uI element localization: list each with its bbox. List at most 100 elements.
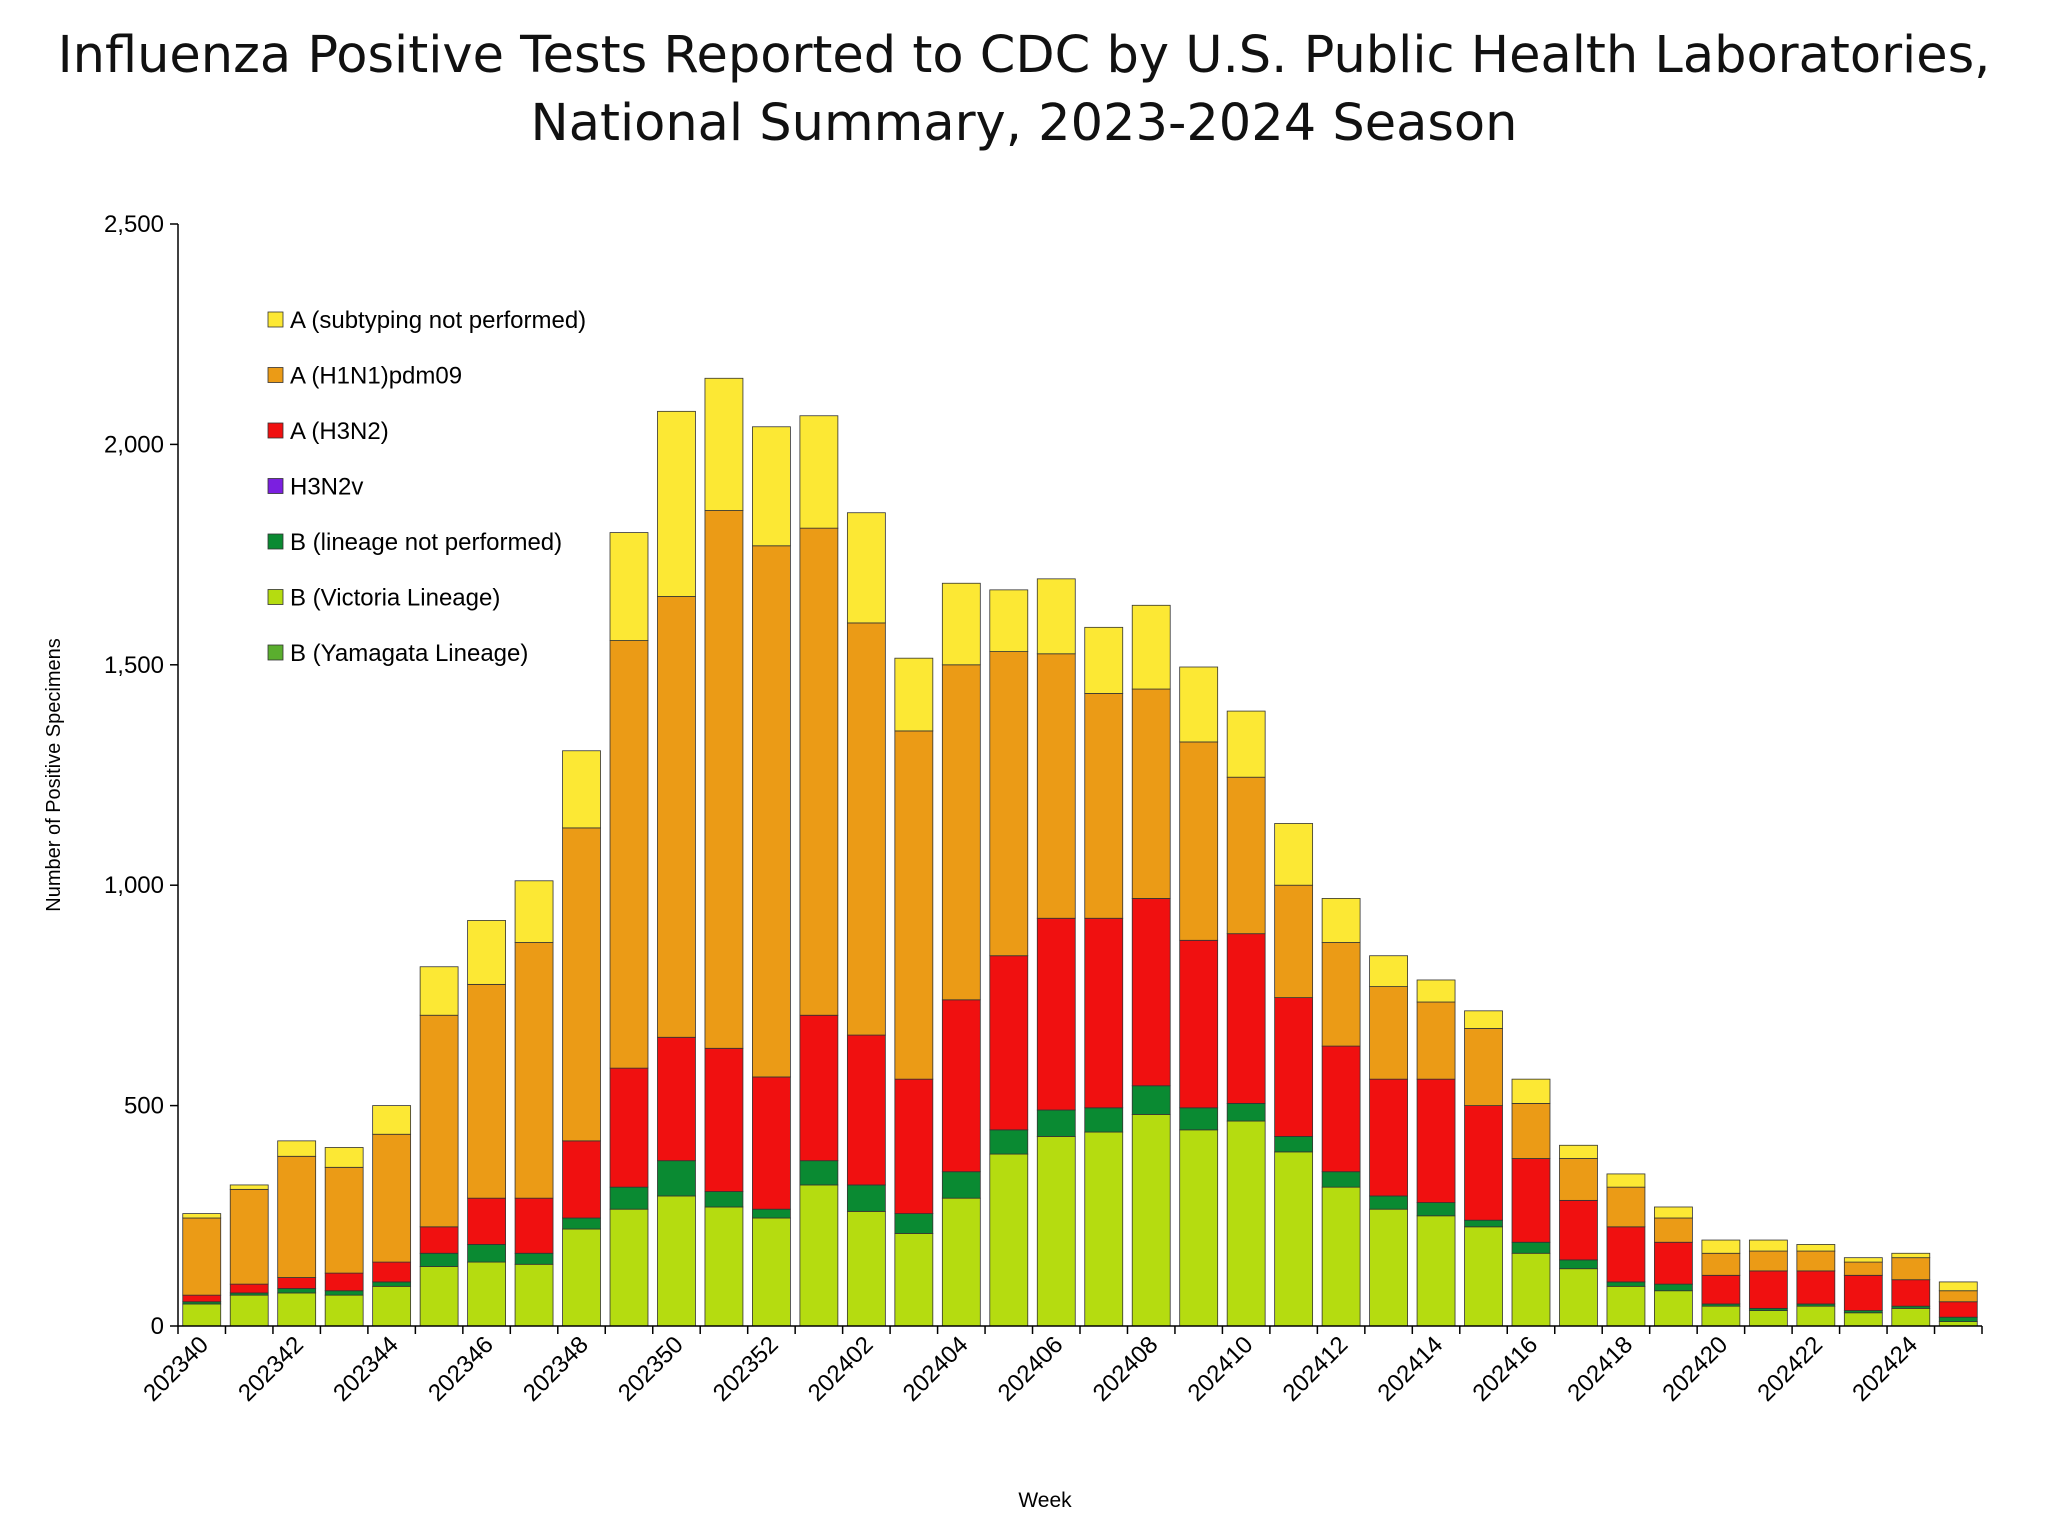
bar-segment-202349 xyxy=(609,640,649,1069)
bar-segment-202422 xyxy=(1796,1305,1836,1327)
legend-label: B (lineage not performed) xyxy=(290,529,562,556)
bar-segment-202348 xyxy=(562,1217,601,1230)
bar-segment-202419 xyxy=(1654,1217,1693,1243)
bar-segment-202348 xyxy=(562,1228,601,1327)
bars-group xyxy=(182,377,1978,1327)
bar-segment-202349 xyxy=(609,1208,649,1327)
bar-segment-202408 xyxy=(1131,1114,1171,1327)
bar-segment-202409 xyxy=(1179,939,1219,1109)
bar-segment-202411 xyxy=(1274,1151,1314,1327)
bar-segment-202347 xyxy=(514,942,554,1199)
bar-segment-202342 xyxy=(277,1288,317,1294)
bar-segment-202423 xyxy=(1843,1274,1883,1311)
bar-segment-202409 xyxy=(1179,741,1219,941)
legend-label: B (Victoria Lineage) xyxy=(290,585,500,612)
bar-segment-202351 xyxy=(704,510,744,1049)
bar-segment-202404 xyxy=(941,664,981,1001)
bar-segment-202411 xyxy=(1274,823,1314,886)
x-tick-label: 202414 xyxy=(1373,1331,1449,1407)
bar-segment-202412 xyxy=(1321,1171,1361,1188)
bar-segment-202419 xyxy=(1654,1206,1693,1219)
bar-segment-202349 xyxy=(609,1186,649,1210)
legend-label: A (H3N2) xyxy=(290,418,389,445)
bar-segment-202340 xyxy=(182,1217,222,1296)
bar-segment-202424 xyxy=(1891,1279,1931,1307)
bar-segment-202342 xyxy=(277,1140,317,1157)
bar-segment-202352 xyxy=(752,1076,791,1210)
bar-segment-202408 xyxy=(1131,688,1171,899)
bar-segment-202345 xyxy=(419,1252,459,1267)
bar-segment-202417 xyxy=(1559,1268,1598,1327)
bar-segment-202410 xyxy=(1226,1120,1266,1327)
bar-segment-202403 xyxy=(894,1078,934,1214)
bar-segment-202424 xyxy=(1891,1307,1931,1327)
bar-segment-202413 xyxy=(1369,955,1408,987)
bar-segment-202403 xyxy=(894,1233,934,1327)
bar-segment-202410 xyxy=(1226,933,1266,1104)
bar-segment-202344 xyxy=(372,1285,412,1327)
bar-segment-202343 xyxy=(324,1294,364,1327)
bar-segment-202352 xyxy=(752,426,791,547)
legend-label: A (subtyping not performed) xyxy=(290,307,586,334)
bar-segment-202418 xyxy=(1606,1281,1646,1287)
bar-segment-202414 xyxy=(1416,1078,1456,1203)
bar-segment-202413 xyxy=(1369,1208,1408,1327)
bar-segment-202406 xyxy=(1036,917,1076,1111)
bar-segment-202425 xyxy=(1938,1281,1978,1292)
bar-segment-202402 xyxy=(846,1034,886,1186)
bar-segment-202417 xyxy=(1559,1158,1598,1201)
bar-segment-202345 xyxy=(419,1266,459,1327)
bar-segment-202416 xyxy=(1511,1241,1551,1254)
bar-segment-202421 xyxy=(1748,1250,1788,1272)
bar-segment-202420 xyxy=(1701,1305,1741,1327)
chart-title: Influenza Positive Tests Reported to CDC… xyxy=(0,22,2048,158)
bar-segment-202406 xyxy=(1036,1136,1076,1327)
bar-segment-202404 xyxy=(941,999,981,1173)
bar-segment-202350 xyxy=(657,410,696,597)
bar-segment-202352 xyxy=(752,545,791,1078)
bar-segment-202348 xyxy=(562,750,601,829)
bar-segment-202410 xyxy=(1226,710,1266,778)
bar-segment-202409 xyxy=(1179,1129,1219,1327)
bar-segment-202405 xyxy=(989,1153,1029,1327)
y-tick-label: 0 xyxy=(151,1313,164,1340)
bar-segment-202411 xyxy=(1274,884,1314,999)
bar-segment-202404 xyxy=(941,1197,981,1327)
bar-segment-202344 xyxy=(372,1105,412,1135)
bar-segment-202346 xyxy=(467,1244,506,1263)
bar-segment-202402 xyxy=(846,512,886,624)
bar-segment-202410 xyxy=(1226,1102,1266,1122)
bar-segment-202406 xyxy=(1036,653,1076,919)
bar-segment-202412 xyxy=(1321,898,1361,943)
bar-segment-202410 xyxy=(1226,776,1266,935)
bar-segment-202346 xyxy=(467,983,506,1199)
bar-segment-202421 xyxy=(1748,1310,1788,1327)
bar-segment-202425 xyxy=(1938,1290,1978,1303)
legend-label: H3N2v xyxy=(290,474,363,501)
bar-segment-202344 xyxy=(372,1133,412,1263)
y-tick-label: 500 xyxy=(124,1093,164,1120)
bar-segment-202421 xyxy=(1748,1239,1788,1252)
bar-segment-202345 xyxy=(419,1014,459,1228)
x-tick-label: 202408 xyxy=(1088,1331,1164,1407)
bar-segment-202417 xyxy=(1559,1144,1598,1159)
bar-segment-202407 xyxy=(1084,626,1124,694)
y-tick-label: 1,500 xyxy=(104,652,164,679)
bar-segment-202351 xyxy=(704,1206,744,1327)
bar-segment-202350 xyxy=(657,596,696,1038)
bar-segment-202425 xyxy=(1938,1301,1978,1318)
chart-title-line2: National Summary, 2023-2024 Season xyxy=(530,94,1518,153)
bar-segment-202413 xyxy=(1369,1078,1408,1197)
bar-segment-202348 xyxy=(562,827,601,1142)
bar-segment-202420 xyxy=(1701,1274,1741,1305)
bar-segment-202341 xyxy=(229,1294,269,1327)
bar-segment-202350 xyxy=(657,1160,696,1197)
bar-segment-202418 xyxy=(1606,1285,1646,1327)
x-tick-label: 202348 xyxy=(518,1331,594,1407)
x-tick-label: 202344 xyxy=(328,1331,404,1407)
bar-segment-202414 xyxy=(1416,1001,1456,1080)
bar-segment-202420 xyxy=(1701,1252,1741,1276)
bar-segment-202351 xyxy=(704,377,744,511)
bar-segment-202401 xyxy=(799,1014,839,1162)
